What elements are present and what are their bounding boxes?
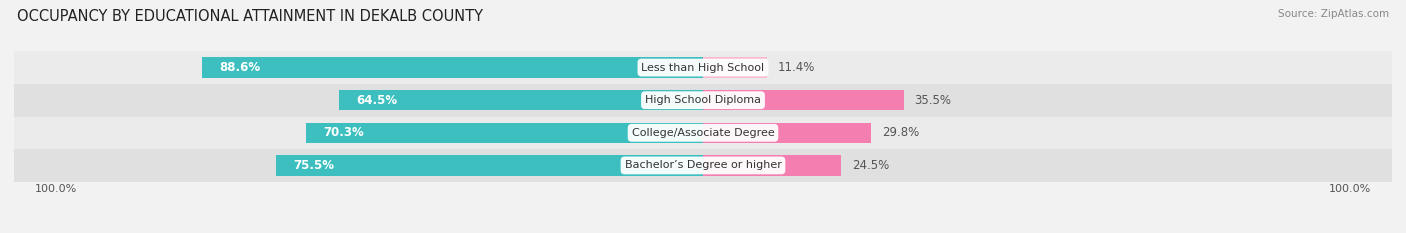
Bar [703,123,872,143]
Bar [703,58,768,78]
Text: 29.8%: 29.8% [882,126,920,139]
Text: 64.5%: 64.5% [356,94,396,107]
Bar [14,149,1392,182]
Text: 24.5%: 24.5% [852,159,889,172]
Bar [14,116,1392,149]
Text: 35.5%: 35.5% [914,94,950,107]
Text: College/Associate Degree: College/Associate Degree [631,128,775,138]
Bar [703,90,904,110]
Text: 100.0%: 100.0% [1329,184,1371,194]
Text: 75.5%: 75.5% [294,159,335,172]
Text: Source: ZipAtlas.com: Source: ZipAtlas.com [1278,9,1389,19]
Bar [277,155,703,175]
Text: OCCUPANCY BY EDUCATIONAL ATTAINMENT IN DEKALB COUNTY: OCCUPANCY BY EDUCATIONAL ATTAINMENT IN D… [17,9,482,24]
Text: Bachelor’s Degree or higher: Bachelor’s Degree or higher [624,161,782,170]
Bar [339,90,703,110]
Bar [14,84,1392,116]
Text: High School Diploma: High School Diploma [645,95,761,105]
Text: 88.6%: 88.6% [219,61,262,74]
Text: 100.0%: 100.0% [35,184,77,194]
Text: 70.3%: 70.3% [323,126,364,139]
Bar [202,58,703,78]
Text: Less than High School: Less than High School [641,63,765,72]
Bar [307,123,703,143]
Text: 11.4%: 11.4% [778,61,815,74]
Bar [703,155,841,175]
Bar [14,51,1392,84]
